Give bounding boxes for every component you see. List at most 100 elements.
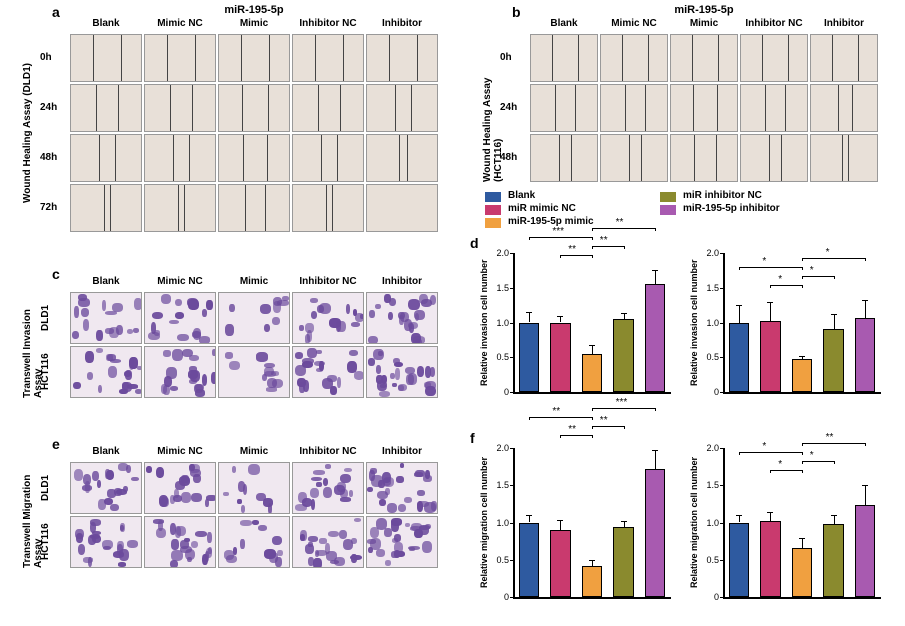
wound-cell: [218, 34, 290, 82]
stain-blob: [408, 546, 419, 551]
stain-blob: [160, 497, 169, 507]
stain-blob: [252, 520, 259, 525]
wound-cell: [144, 134, 216, 182]
y-tick-label: 0: [491, 387, 509, 397]
scratch-line: [173, 135, 174, 181]
stain-blob: [351, 322, 360, 327]
stain-blob: [166, 367, 176, 379]
y-tick-label: 0.5: [701, 555, 719, 565]
scratch-line: [559, 135, 560, 181]
stain-blob: [137, 366, 142, 371]
stain-blob: [340, 489, 348, 498]
stain-blob: [313, 470, 325, 475]
scratch-line: [622, 35, 623, 81]
y-tick: [720, 523, 723, 524]
scratch-line: [765, 85, 766, 131]
stain-blob: [419, 526, 429, 535]
wound-cell: [810, 34, 878, 82]
stain-blob: [161, 384, 168, 394]
scratch-line: [781, 135, 782, 181]
stain-blob: [367, 487, 373, 492]
stain-blob: [169, 320, 179, 324]
row-label: 0h: [500, 52, 512, 63]
stain-blob: [106, 470, 115, 481]
sig-stars: *: [826, 247, 830, 258]
col-header: Blank: [70, 18, 142, 29]
stain-blob: [379, 499, 386, 506]
stain-blob: [256, 352, 267, 361]
row-label: HCT116: [40, 346, 51, 398]
scratch-line: [648, 35, 649, 81]
stain-blob: [330, 386, 337, 395]
sig-line: [770, 285, 802, 286]
stain-blob: [177, 334, 188, 341]
panel-a-title: miR-195-5p: [70, 4, 438, 16]
transwell-cell: [144, 516, 216, 568]
wound-cell: [600, 84, 668, 132]
stain-blob: [170, 495, 175, 504]
y-tick: [510, 288, 513, 289]
y-tick-label: 0: [701, 387, 719, 397]
stain-blob: [313, 558, 322, 568]
sig-tick: [560, 255, 561, 258]
stain-blob: [127, 540, 138, 548]
legend-label: miR-195-5p inhibitor: [683, 203, 780, 214]
stain-blob: [195, 531, 207, 537]
stain-blob: [408, 373, 418, 385]
stain-blob: [272, 379, 283, 388]
bar-ylabel: Relative invasion cell number: [689, 253, 699, 392]
stain-blob: [180, 540, 189, 549]
stain-blob: [74, 469, 83, 481]
col-header: Inhibitor: [366, 446, 438, 457]
transwell-cell: [70, 292, 142, 344]
error-bar: [739, 305, 740, 322]
stain-blob: [308, 542, 312, 547]
sig-tick: [834, 276, 835, 279]
transwell-cell: [144, 292, 216, 344]
scratch-line: [184, 185, 185, 231]
scratch-line: [842, 135, 843, 181]
bar: [792, 359, 813, 392]
scratch-line: [625, 85, 626, 131]
wound-cell: [366, 84, 438, 132]
col-header: Mimic NC: [144, 276, 216, 287]
y-tick: [510, 597, 513, 598]
sig-line: [529, 237, 592, 238]
col-header: Mimic NC: [144, 18, 216, 29]
wound-cell: [144, 34, 216, 82]
scratch-line: [832, 35, 833, 81]
bar: [729, 523, 750, 598]
scratch-line: [645, 85, 646, 131]
transwell-cell: [366, 292, 438, 344]
sig-tick: [770, 470, 771, 473]
y-tick-label: 0: [701, 592, 719, 602]
error-cap: [589, 560, 595, 561]
error-cap: [799, 356, 805, 357]
error-cap: [621, 521, 627, 522]
error-bar: [770, 302, 771, 321]
col-header: Mimic: [218, 276, 290, 287]
wound-cell: [740, 34, 808, 82]
stain-blob: [233, 547, 237, 555]
transwell-cell: [292, 462, 364, 514]
bar-ylabel: Relative invasion cell number: [479, 253, 489, 392]
stain-blob: [191, 541, 199, 548]
bar: [855, 318, 876, 392]
wound-cell: [366, 34, 438, 82]
stain-blob: [415, 339, 422, 344]
scratch-line: [395, 85, 396, 131]
stain-blob: [161, 294, 171, 304]
scratch-line: [93, 35, 94, 81]
stain-blob: [319, 361, 324, 371]
y-tick: [720, 288, 723, 289]
scratch-line: [571, 135, 572, 181]
col-header: Inhibitor NC: [292, 18, 364, 29]
transwell-cell: [366, 462, 438, 514]
stain-blob: [378, 351, 383, 356]
error-bar: [770, 512, 771, 521]
stain-blob: [81, 308, 89, 317]
legend-swatch: [660, 205, 676, 215]
stain-blob: [260, 304, 271, 314]
sig-stars: **: [552, 406, 560, 417]
stain-blob: [175, 299, 183, 307]
